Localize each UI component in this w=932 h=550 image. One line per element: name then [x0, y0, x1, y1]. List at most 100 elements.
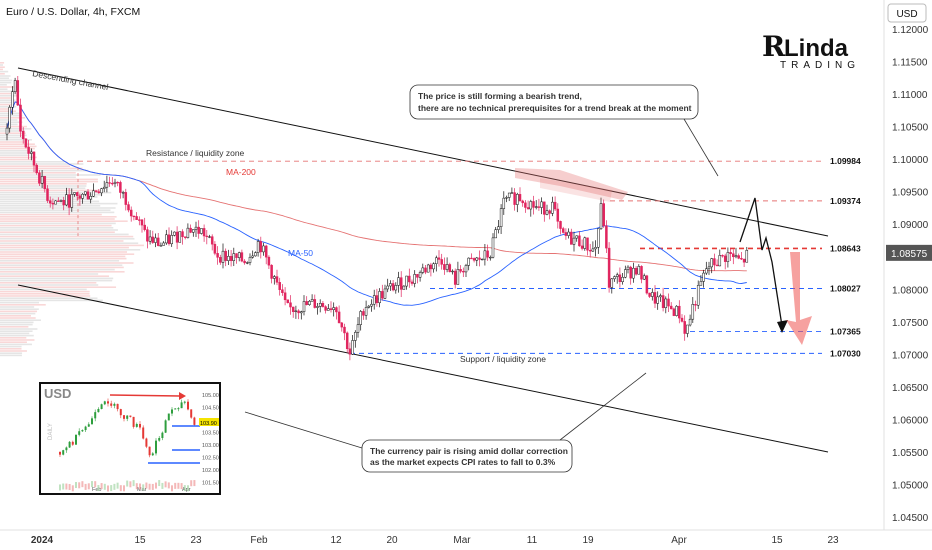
inset-candle-body — [113, 403, 116, 406]
candle-body — [694, 304, 697, 306]
volume-profile-bar — [0, 220, 128, 222]
candle-body — [154, 237, 157, 243]
candle-body — [505, 197, 508, 199]
candle-body — [502, 197, 506, 209]
inset-candle-body — [81, 430, 84, 432]
candle-body — [48, 200, 52, 204]
inset-candle-body — [78, 431, 81, 435]
inset-candle-body — [164, 420, 167, 433]
candle-body — [51, 202, 55, 205]
volume-profile-bar — [0, 176, 76, 178]
inset-volume-bar — [97, 485, 100, 492]
volume-profile-bar — [0, 275, 110, 277]
descending-channel-label: Descending channel — [32, 68, 110, 92]
candle-body — [494, 229, 497, 239]
inset-volume-bar — [142, 484, 145, 491]
volume-profile-bar — [0, 213, 102, 216]
candle-body — [737, 255, 740, 259]
inset-x-axis: Feb Mar Apr — [92, 487, 191, 493]
candle-body — [548, 210, 551, 214]
level-label: 1.09374 — [830, 196, 861, 206]
candle-body — [499, 208, 503, 227]
inset-volume-bar — [84, 483, 87, 490]
candle-body — [440, 259, 443, 265]
currency-button-label: USD — [896, 9, 917, 20]
volume-profile-bar — [0, 249, 141, 251]
candle-body — [591, 248, 595, 252]
volume-profile-bar — [0, 286, 117, 288]
candle-body — [194, 226, 198, 230]
candle-body — [507, 192, 511, 198]
volume-profile-bar — [0, 174, 101, 176]
candle-body — [715, 264, 719, 267]
inset-candle-body — [68, 441, 71, 448]
inset-volume-bar — [193, 480, 196, 487]
volume-profile-bar — [0, 130, 26, 132]
volume-profile-bar — [0, 235, 134, 238]
candle-body — [189, 227, 192, 233]
volume-profile-bar — [0, 354, 22, 357]
inset-volume-bar — [177, 482, 180, 489]
volume-profile-bar — [0, 350, 27, 352]
volume-profile-bar — [0, 339, 35, 341]
candle-body — [159, 245, 163, 247]
candle-body — [640, 266, 643, 280]
candle-body — [626, 266, 630, 270]
candle-body — [232, 253, 236, 261]
volume-profile-bar — [0, 66, 5, 68]
current-price-badge — [886, 244, 932, 261]
volume-profile-bar — [0, 70, 9, 73]
candle-body — [637, 266, 641, 275]
candle-body — [537, 206, 541, 208]
candle-body — [186, 227, 190, 238]
candle-body — [416, 274, 419, 278]
inset-volume-bar — [110, 485, 113, 492]
volume-profile-bar — [0, 95, 18, 97]
candle-body — [462, 271, 465, 273]
currency-button[interactable]: USD — [887, 3, 927, 23]
volume-profile-bar — [0, 238, 135, 240]
candle-body — [81, 193, 84, 199]
candle-body — [119, 182, 122, 193]
candle-body — [621, 276, 624, 283]
inset-candle-body — [132, 416, 135, 427]
candle-body — [246, 262, 249, 264]
candle-body — [21, 131, 25, 140]
candle-body — [111, 182, 114, 185]
candle-body — [483, 250, 487, 260]
candle-body — [367, 305, 371, 308]
candle-body — [529, 201, 533, 210]
volume-profile-bar — [0, 187, 86, 189]
candle-body — [551, 201, 554, 214]
volume-profile-bar — [0, 334, 34, 337]
volume-profile-bar — [0, 315, 31, 317]
volume-profile-bar — [0, 279, 113, 282]
volume-profile-bar — [0, 81, 12, 84]
candle-body — [354, 332, 357, 341]
candle-body — [278, 282, 281, 290]
candle-body — [464, 265, 468, 273]
candle-body — [221, 250, 225, 263]
candle-body — [578, 235, 581, 247]
inset-candle-body — [139, 423, 141, 428]
candle-body — [661, 295, 665, 309]
volume-profile-bar — [0, 301, 40, 304]
candle-body — [67, 194, 71, 208]
candle-body — [57, 200, 60, 202]
inset-volume-bar — [183, 485, 186, 492]
candle-body — [235, 253, 238, 258]
inset-current-badge — [199, 418, 219, 426]
inset-volume-bar — [151, 483, 154, 490]
candle-body — [100, 188, 103, 194]
volume-profile-bar — [0, 312, 36, 315]
candle-body — [54, 200, 57, 205]
candle-body — [723, 255, 727, 262]
candle-body — [594, 247, 597, 250]
candle-body — [642, 275, 646, 280]
candle-body — [399, 277, 403, 290]
candle-body — [345, 332, 349, 350]
candle-body — [710, 258, 713, 268]
x-tick-label: Mar — [453, 535, 471, 546]
inset-volume-bar — [180, 483, 183, 490]
volume-profile-bar — [0, 90, 20, 93]
